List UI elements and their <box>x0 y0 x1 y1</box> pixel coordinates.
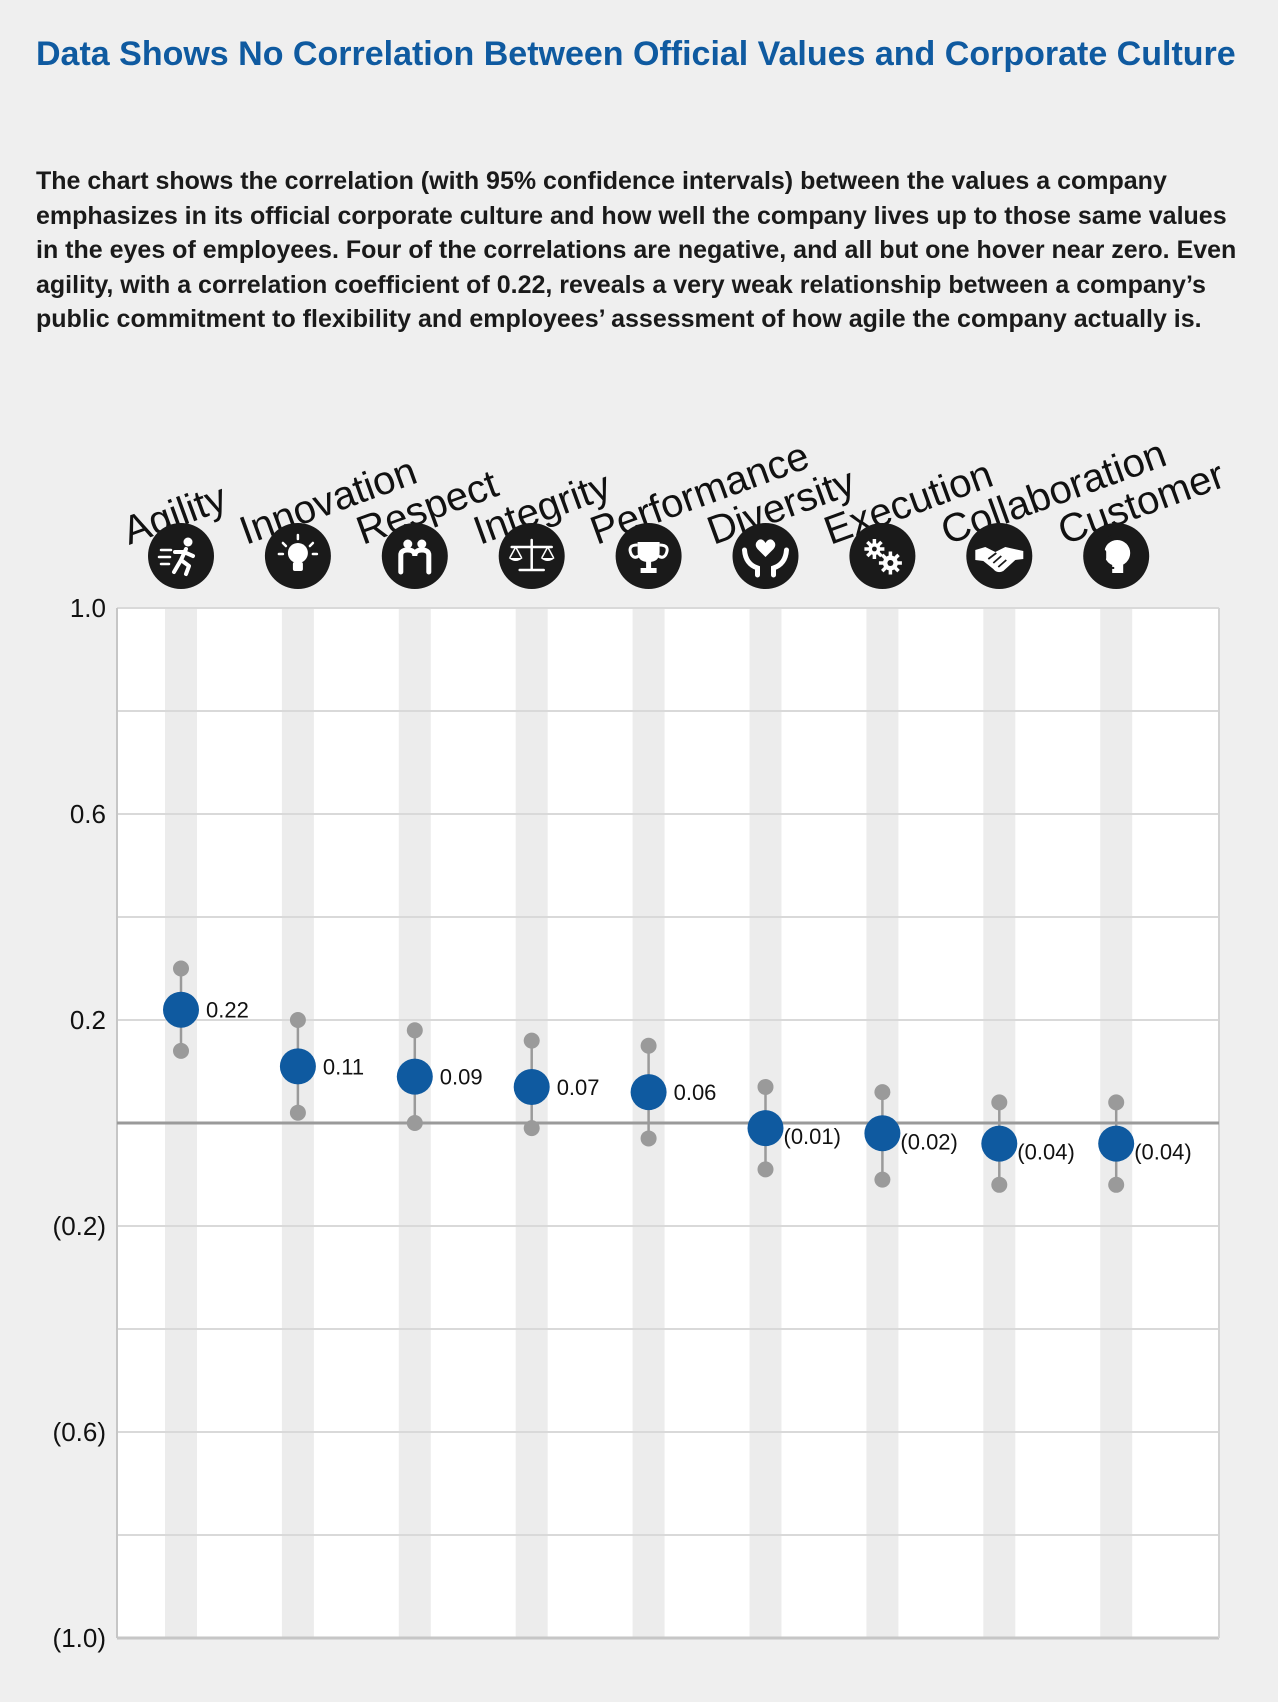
ci-lower-point <box>173 1042 189 1059</box>
chart-title: Data Shows No Correlation Between Offici… <box>36 35 1236 73</box>
value-label: 0.07 <box>557 1075 600 1100</box>
ci-upper-point <box>757 1078 774 1095</box>
chart-description: The chart shows the correlation (with 95… <box>36 167 1237 333</box>
headset-icon <box>1083 523 1150 589</box>
y-tick-label: (1.0) <box>53 1623 106 1653</box>
y-tick-label: (0.2) <box>53 1211 106 1241</box>
value-label: (0.02) <box>900 1129 957 1154</box>
correlation-point <box>630 1074 667 1111</box>
correlation-point <box>163 991 199 1028</box>
ci-upper-point <box>173 960 189 977</box>
ci-upper-point <box>640 1037 657 1054</box>
ci-lower-point <box>757 1161 774 1178</box>
value-label: 0.06 <box>674 1080 717 1105</box>
lightbulb-icon <box>264 523 331 589</box>
scales-icon <box>498 523 565 589</box>
value-label: 0.09 <box>440 1065 483 1090</box>
value-label: (0.04) <box>1134 1140 1191 1165</box>
correlation-point <box>396 1058 433 1095</box>
trophy-icon <box>615 523 682 589</box>
ci-upper-point <box>406 1022 423 1039</box>
value-label: 0.22 <box>206 998 249 1023</box>
hands-heart-icon <box>732 523 799 589</box>
correlation-point <box>279 1048 316 1085</box>
correlation-point <box>513 1068 550 1105</box>
y-tick-label: 1.0 <box>70 593 106 623</box>
correlation-point <box>981 1125 1018 1162</box>
ci-upper-point <box>1108 1094 1125 1111</box>
ci-upper-point <box>523 1032 540 1049</box>
ci-lower-point <box>289 1104 306 1121</box>
ci-lower-point <box>523 1120 540 1137</box>
runner-icon <box>148 523 214 589</box>
ci-lower-point <box>874 1171 891 1188</box>
ci-upper-point <box>874 1084 891 1101</box>
handshake-icon <box>966 523 1033 589</box>
correlation-point <box>864 1115 901 1152</box>
value-label: (0.04) <box>1017 1140 1074 1165</box>
gears-icon <box>849 523 916 589</box>
ci-lower-point <box>1108 1176 1125 1193</box>
ci-lower-point <box>406 1115 423 1131</box>
value-label: 0.11 <box>323 1054 364 1079</box>
y-tick-label: 0.6 <box>70 799 106 829</box>
correlation-point <box>747 1110 784 1147</box>
y-tick-label: (0.6) <box>53 1417 106 1447</box>
ci-upper-point <box>991 1094 1008 1111</box>
value-label: (0.01) <box>784 1124 841 1149</box>
y-tick-label: 0.2 <box>70 1005 106 1035</box>
people-icon <box>381 523 448 589</box>
ci-lower-point <box>991 1176 1008 1193</box>
ci-upper-point <box>289 1012 306 1028</box>
ci-lower-point <box>640 1130 657 1147</box>
correlation-point <box>1098 1125 1135 1162</box>
